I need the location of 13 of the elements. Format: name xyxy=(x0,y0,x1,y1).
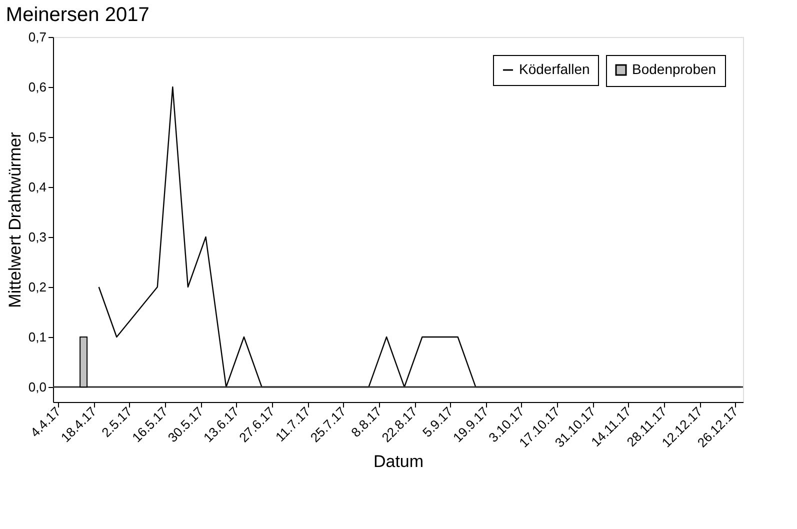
y-tick-label: 0,5 xyxy=(28,130,46,144)
y-tick-label: 0,2 xyxy=(28,280,46,294)
legend-label: Köderfallen xyxy=(519,61,590,77)
x-axis-title: Datum xyxy=(373,452,424,472)
y-tick-label: 0,0 xyxy=(28,380,46,394)
y-tick-label: 0,1 xyxy=(28,330,46,344)
legend-label: Bodenproben xyxy=(632,61,716,77)
y-tick-label: 0,3 xyxy=(28,230,46,244)
y-tick-label: 0,7 xyxy=(28,30,46,44)
chart-title: Meinersen 2017 xyxy=(6,4,150,26)
y-tick-label: 0,4 xyxy=(28,180,46,194)
y-axis-title: Mittelwert Drahtwürmer xyxy=(5,132,24,308)
y-tick-label: 0,6 xyxy=(28,80,46,94)
